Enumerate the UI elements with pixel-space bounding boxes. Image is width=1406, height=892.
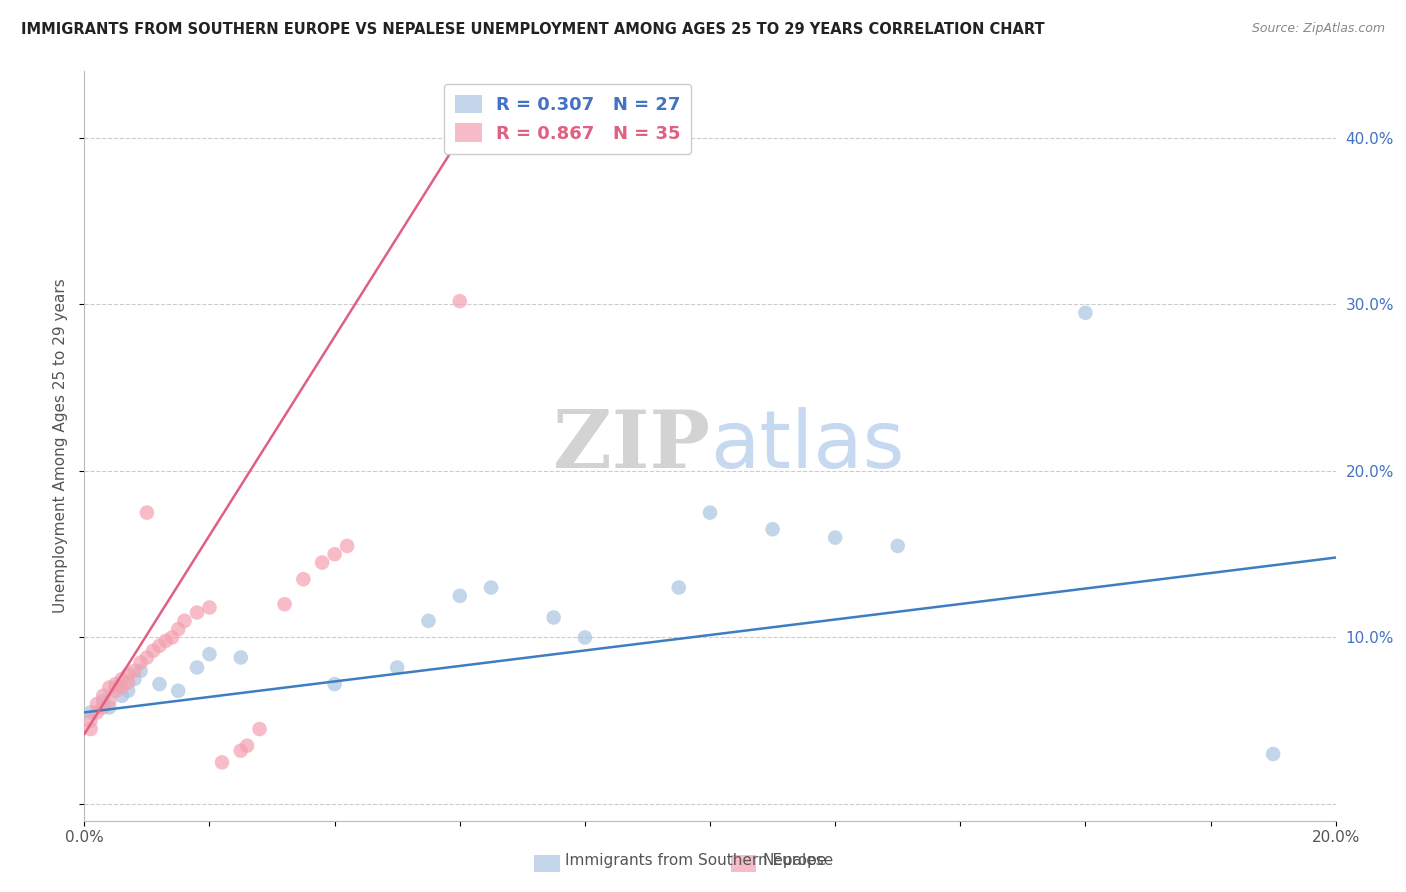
Point xyxy=(79,722,101,736)
Point xyxy=(167,683,190,698)
Point xyxy=(418,614,440,628)
Point xyxy=(129,656,152,670)
Point xyxy=(323,547,346,561)
Text: atlas: atlas xyxy=(710,407,904,485)
Point xyxy=(824,531,846,545)
Point xyxy=(160,631,183,645)
Point xyxy=(86,706,108,720)
Point xyxy=(186,660,208,674)
Point xyxy=(211,756,233,770)
Point xyxy=(449,589,471,603)
Point xyxy=(104,681,127,695)
Text: Nepalese: Nepalese xyxy=(762,854,834,868)
Point xyxy=(198,647,221,661)
Point xyxy=(574,631,596,645)
Point xyxy=(311,556,333,570)
Point xyxy=(79,714,101,728)
Point xyxy=(273,597,295,611)
Point xyxy=(91,689,114,703)
Point xyxy=(91,694,114,708)
Point xyxy=(142,644,165,658)
Point xyxy=(98,694,121,708)
Text: Source: ZipAtlas.com: Source: ZipAtlas.com xyxy=(1251,22,1385,36)
Point xyxy=(124,672,146,686)
Point xyxy=(79,706,101,720)
Point xyxy=(699,506,721,520)
Point xyxy=(385,660,409,674)
Point xyxy=(229,744,252,758)
Point xyxy=(292,572,315,586)
Point xyxy=(129,664,152,678)
Point xyxy=(155,633,177,648)
Point xyxy=(762,522,785,536)
Point xyxy=(186,606,208,620)
Point xyxy=(887,539,910,553)
Point xyxy=(479,581,502,595)
Point xyxy=(173,614,195,628)
Point xyxy=(336,539,359,553)
Point xyxy=(91,700,114,714)
Point xyxy=(543,610,565,624)
Y-axis label: Unemployment Among Ages 25 to 29 years: Unemployment Among Ages 25 to 29 years xyxy=(53,278,69,614)
Point xyxy=(1074,306,1097,320)
Point xyxy=(236,739,259,753)
Point xyxy=(198,600,221,615)
Point xyxy=(117,675,139,690)
Point xyxy=(117,683,139,698)
Point xyxy=(111,689,134,703)
Point xyxy=(117,667,139,681)
Point xyxy=(98,700,121,714)
Legend: R = 0.307   N = 27, R = 0.867   N = 35: R = 0.307 N = 27, R = 0.867 N = 35 xyxy=(444,84,692,153)
Point xyxy=(111,681,134,695)
Point xyxy=(86,697,108,711)
Point xyxy=(167,622,190,636)
Point xyxy=(136,650,159,665)
Point xyxy=(104,677,127,691)
Point xyxy=(136,506,159,520)
Text: Immigrants from Southern Europe: Immigrants from Southern Europe xyxy=(565,854,827,868)
Point xyxy=(111,672,134,686)
Point xyxy=(323,677,346,691)
Point xyxy=(98,681,121,695)
Point xyxy=(148,639,170,653)
Text: IMMIGRANTS FROM SOUTHERN EUROPE VS NEPALESE UNEMPLOYMENT AMONG AGES 25 TO 29 YEA: IMMIGRANTS FROM SOUTHERN EUROPE VS NEPAL… xyxy=(21,22,1045,37)
Point xyxy=(104,683,127,698)
Point xyxy=(249,722,271,736)
Point xyxy=(668,581,690,595)
Point xyxy=(229,650,252,665)
Point xyxy=(449,294,471,309)
Text: ZIP: ZIP xyxy=(553,407,710,485)
Point xyxy=(1263,747,1285,761)
Point xyxy=(124,664,146,678)
Point xyxy=(148,677,170,691)
